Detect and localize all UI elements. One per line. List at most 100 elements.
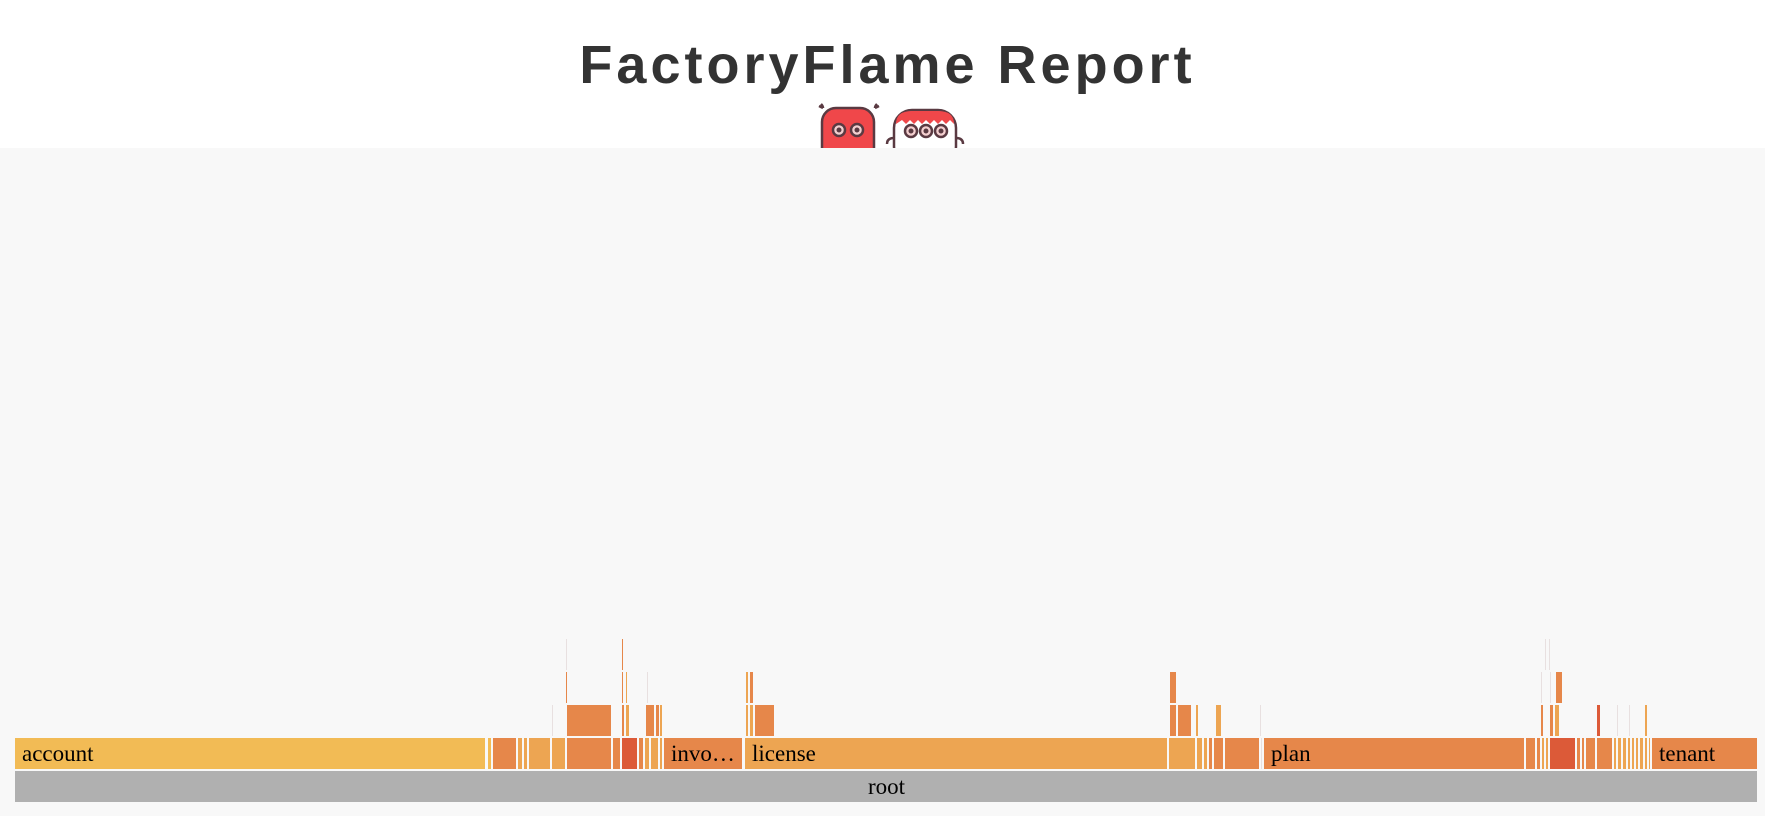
frame-rect[interactable] [660, 738, 662, 769]
frame-rect[interactable] [626, 705, 629, 736]
frame-rect[interactable] [1545, 639, 1546, 670]
frame-rect[interactable] [566, 639, 567, 670]
frame-rect[interactable] [1632, 738, 1634, 769]
frame[interactable] [1178, 705, 1191, 736]
frame-account[interactable]: account [15, 738, 485, 769]
frame-rect[interactable] [1209, 738, 1212, 769]
frame[interactable] [1537, 738, 1540, 769]
frame-rect[interactable] [1260, 705, 1261, 736]
frame[interactable] [639, 738, 643, 769]
frame-rect[interactable] [651, 738, 658, 769]
frame-rect[interactable] [1261, 738, 1262, 769]
frame[interactable] [1169, 738, 1195, 769]
frame-rect[interactable] [1541, 705, 1543, 736]
frame-rect[interactable] [529, 738, 550, 769]
frame-rect[interactable] [1649, 738, 1650, 769]
frame-rect[interactable] [1170, 705, 1176, 736]
frame-rect[interactable] [1623, 738, 1626, 769]
frame-rect[interactable] [1197, 738, 1202, 769]
frame[interactable] [1629, 705, 1630, 736]
frame[interactable] [656, 705, 659, 736]
frame[interactable] [1582, 738, 1584, 769]
frame-rect[interactable] [1645, 705, 1647, 736]
frame[interactable] [660, 738, 662, 769]
frame[interactable] [1261, 738, 1262, 769]
frame[interactable] [566, 639, 567, 670]
frame[interactable] [1628, 738, 1630, 769]
frame[interactable] [1170, 672, 1176, 703]
frame[interactable] [622, 672, 623, 703]
frame-rect[interactable] [622, 705, 624, 736]
frame[interactable] [1545, 639, 1546, 670]
frame-rect[interactable] [1216, 705, 1221, 736]
frame-rect[interactable] [1549, 639, 1550, 670]
frame-rect[interactable] [1636, 738, 1638, 769]
frame-rect[interactable] [664, 738, 742, 769]
frame-rect[interactable] [1178, 705, 1191, 736]
frame-rect[interactable] [1614, 738, 1616, 769]
frame-rect[interactable] [524, 738, 527, 769]
frame-rect[interactable] [1550, 738, 1575, 769]
frame-rect[interactable] [1546, 738, 1548, 769]
frame-rect[interactable] [567, 738, 611, 769]
frame-root[interactable]: root [15, 771, 1757, 802]
frame-license[interactable]: license [745, 738, 1167, 769]
frame-rect[interactable] [1204, 738, 1207, 769]
frame-rect[interactable] [15, 771, 1757, 802]
frame[interactable] [552, 738, 565, 769]
frame-rect[interactable] [1225, 738, 1259, 769]
frame-rect[interactable] [518, 738, 522, 769]
frame-rect[interactable] [1582, 738, 1584, 769]
frame[interactable] [651, 738, 658, 769]
frame-rect[interactable] [622, 672, 623, 703]
frame[interactable] [1550, 705, 1553, 736]
frame[interactable] [1542, 738, 1544, 769]
frame-rect[interactable] [1617, 705, 1618, 736]
frame-rect[interactable] [613, 738, 620, 769]
frame-rect[interactable] [746, 672, 748, 703]
frame-rect[interactable] [745, 738, 1167, 769]
frame-rect[interactable] [1537, 738, 1540, 769]
frame[interactable] [1636, 738, 1638, 769]
frame[interactable] [626, 672, 627, 703]
frame-rect[interactable] [1542, 738, 1544, 769]
frame-rect[interactable] [626, 672, 627, 703]
frame[interactable] [567, 705, 611, 736]
frame[interactable] [646, 705, 654, 736]
frame-rect[interactable] [755, 705, 774, 736]
frame-rect[interactable] [1629, 705, 1630, 736]
frame-rect[interactable] [660, 705, 662, 736]
frame-rect[interactable] [1196, 705, 1198, 736]
frame[interactable] [755, 705, 774, 736]
frame-rect[interactable] [1577, 738, 1580, 769]
frame-rect[interactable] [1550, 705, 1553, 736]
frame[interactable] [647, 672, 648, 703]
frame-rect[interactable] [1597, 738, 1612, 769]
frame-rect[interactable] [746, 705, 748, 736]
frame-rect[interactable] [1555, 705, 1559, 736]
frame[interactable] [1555, 705, 1559, 736]
frame[interactable] [746, 705, 748, 736]
frame-rect[interactable] [1586, 738, 1595, 769]
frame-invoice[interactable]: invo… [664, 738, 742, 769]
frame[interactable] [1170, 705, 1176, 736]
frame[interactable] [622, 639, 623, 670]
frame[interactable] [518, 738, 522, 769]
frame[interactable] [660, 705, 662, 736]
frame-rect[interactable] [552, 738, 565, 769]
frame[interactable] [1541, 672, 1542, 703]
frame[interactable] [1623, 738, 1626, 769]
frame[interactable] [488, 738, 491, 769]
frame[interactable] [493, 738, 516, 769]
frame[interactable] [622, 705, 624, 736]
frame[interactable] [1577, 738, 1580, 769]
frame-rect[interactable] [1170, 672, 1176, 703]
frame[interactable] [1216, 705, 1221, 736]
frame-rect[interactable] [646, 705, 654, 736]
frame[interactable] [1196, 705, 1198, 736]
frame[interactable] [1209, 738, 1212, 769]
frame[interactable] [1225, 738, 1259, 769]
frame[interactable] [566, 672, 567, 703]
frame[interactable] [1550, 672, 1551, 703]
frame[interactable] [1204, 738, 1207, 769]
